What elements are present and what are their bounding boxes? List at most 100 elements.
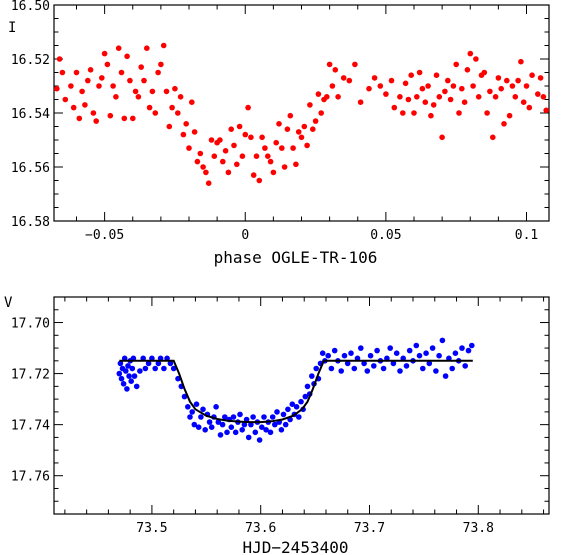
bottom-data-point [125,363,131,369]
top-y-tick-label: 16.52 [11,53,50,68]
top-data-point [307,102,313,108]
top-data-point [172,85,178,92]
top-data-point [113,94,119,100]
top-y-tick-label: 16.50 [11,0,50,14]
bottom-data-point [341,352,348,359]
top-data-point [256,177,263,184]
top-data-point [194,158,201,165]
top-data-point [99,75,105,81]
top-data-point [535,91,541,97]
bottom-data-point [278,427,285,433]
top-data-point [121,115,128,122]
bottom-data-point [118,375,125,382]
top-panel-phase-light-curve: −0.05 0 0.05 0.1 16.50 16.52 16.54 16.56 16.58 ph… [8,0,550,267]
top-data-point [104,61,111,68]
top-data-point [540,94,547,100]
bottom-data-point [293,404,300,410]
bottom-data-point [331,347,338,354]
top-data-point [371,75,378,81]
top-data-point [259,134,265,141]
top-data-point [183,121,189,127]
top-data-point [144,45,150,51]
bottom-data-point [149,355,155,362]
top-data-point [217,137,223,143]
bottom-data-point [319,350,326,357]
bottom-data-point [446,355,452,362]
bottom-data-point [384,355,390,362]
top-data-point [445,77,451,84]
bottom-data-point [259,424,265,431]
top-data-point [87,67,94,73]
bottom-data-point [206,419,213,425]
top-plot-frame [53,4,550,222]
top-data-point [366,85,372,92]
top-data-point [433,72,440,78]
top-data-point [304,142,310,149]
top-data-point [177,94,184,100]
bottom-x-tick-label: 73.8 [463,521,494,536]
top-data-point [152,110,159,116]
top-data-point [450,83,457,89]
bottom-data-point [222,414,228,420]
top-data-point [352,61,358,68]
top-data-point [265,153,271,159]
top-data-point [205,180,212,186]
bottom-data-point [248,421,254,428]
top-data-point [509,83,516,89]
top-data-point [110,83,116,89]
bottom-data-point [145,360,152,367]
top-data-point [318,110,325,116]
bottom-x-axis-label: HJD−2453400 [243,538,349,555]
top-data-point [253,153,260,159]
bottom-data-point [459,345,465,351]
top-data-point [487,88,493,95]
top-data-point [490,134,496,141]
top-data-point [295,129,302,135]
bottom-data-point [245,434,252,441]
bottom-data-point [213,404,219,410]
bottom-data-point [140,355,146,362]
bottom-data-point [420,365,426,372]
top-y-axis-label: I [8,20,16,36]
top-y-tick-label: 16.54 [11,107,50,122]
bottom-data-point [433,368,439,374]
bottom-data-point [116,370,123,377]
top-data-point [107,112,114,119]
bottom-data-point [325,352,332,359]
top-data-point [523,83,530,89]
top-y-tick-label: 16.56 [11,161,50,176]
bottom-y-tick-label: 17.76 [11,470,50,485]
bottom-data-point [282,421,289,428]
bottom-data-point [131,373,138,379]
top-data-point [405,96,412,103]
top-data-point [146,104,153,111]
bottom-data-point [170,365,177,372]
top-data-point [456,110,462,116]
top-data-point [442,88,448,95]
top-data-point [197,150,204,157]
top-data-point [419,85,426,92]
bottom-data-point [137,368,143,374]
bottom-data-point [200,406,206,413]
top-data-point [189,99,195,105]
top-data-point [498,85,505,92]
bottom-data-point [289,401,296,408]
top-x-axis-label: phase OGLE-TR-106 [214,248,378,267]
top-data-point [160,42,167,49]
bottom-y-tick-label: 17.72 [11,368,50,383]
top-data-point [82,102,88,108]
bottom-data-point [195,424,202,431]
bottom-data-point [181,393,188,400]
top-data-point [79,88,85,95]
bottom-data-point [393,350,400,357]
top-data-point [96,83,102,89]
bottom-data-point [232,429,239,436]
top-data-point [301,123,308,130]
top-data-point [439,134,445,141]
top-data-point [428,112,434,119]
bottom-y-tick-label: 17.70 [11,317,50,332]
top-data-point [225,169,232,176]
bottom-data-point [361,360,367,367]
top-data-point [459,85,465,92]
bottom-data-point [161,365,167,372]
